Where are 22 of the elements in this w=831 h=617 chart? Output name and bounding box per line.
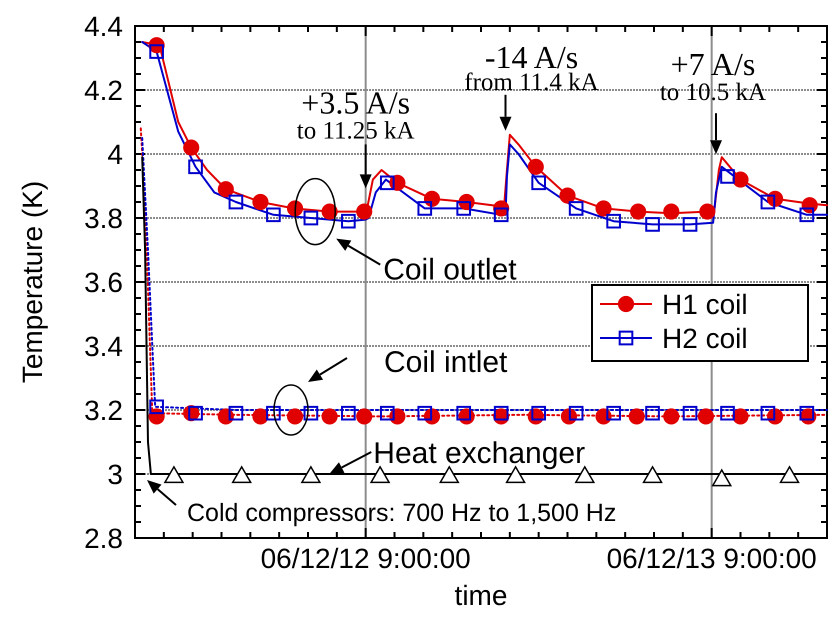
legend-label: H2 coil xyxy=(662,322,748,354)
x-axis-title: time xyxy=(454,580,508,611)
y-tick-label: 3.8 xyxy=(84,202,123,234)
annotation: +3.5 A/s to 11.25 kA xyxy=(296,84,415,144)
y-tick-label: 4.2 xyxy=(84,74,123,106)
x-tick-label: 06/12/12 9:00:00 xyxy=(260,543,471,574)
x-tick-label: 06/12/13 9:00:00 xyxy=(606,543,817,574)
annotation: +7 A/s to 10.5 kA xyxy=(660,46,766,106)
y-tick-label: 4 xyxy=(107,138,123,170)
y-tick-label: 3.4 xyxy=(84,330,123,362)
y-tick-label: 3 xyxy=(107,458,123,490)
y-tick-label: 4.4 xyxy=(84,10,123,42)
annotation: Cold compressors: 700 Hz to 1,500 Hz xyxy=(187,499,616,527)
annotation: Coil intlet xyxy=(384,346,508,379)
y-tick-label: 3.2 xyxy=(84,394,123,426)
annotation: -14 A/s from 11.4 kA xyxy=(464,38,599,96)
y-axis-title: Temperature (K) xyxy=(17,180,48,384)
annotation: Coil outlet xyxy=(383,254,518,287)
y-tick-label: 2.8 xyxy=(84,522,123,554)
y-tick-label: 3.6 xyxy=(84,266,123,298)
legend-label: H1 coil xyxy=(662,288,748,320)
annotation: Heat exchanger xyxy=(373,437,586,470)
